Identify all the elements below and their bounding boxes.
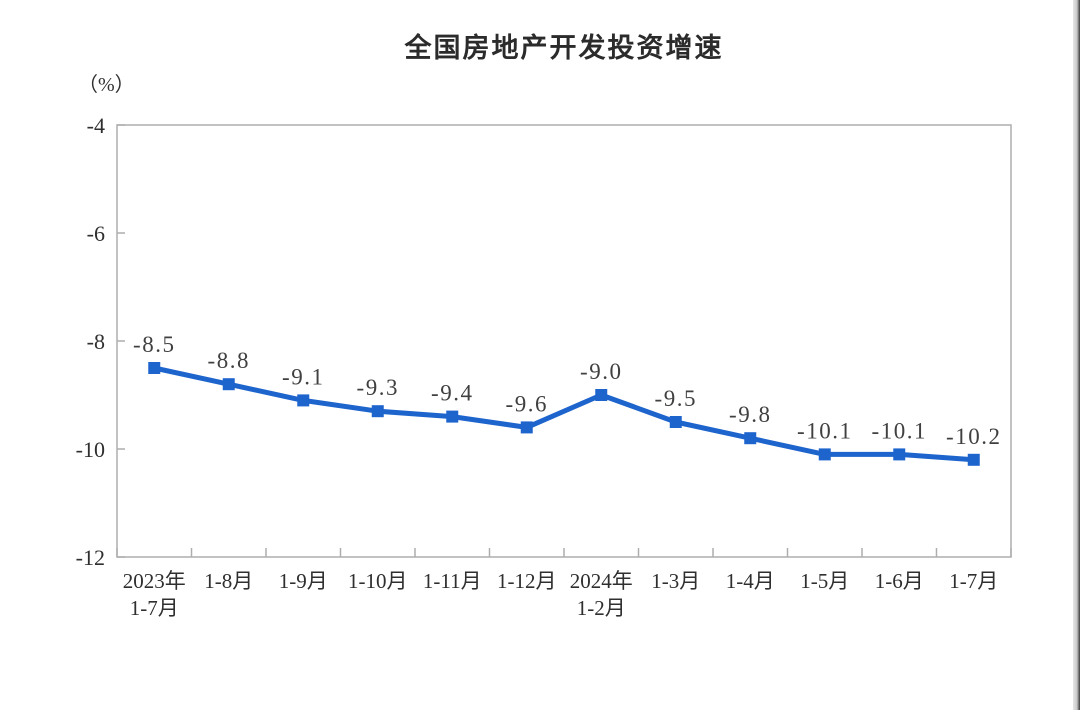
data-point-label: -9.3 [357, 375, 399, 400]
x-tick-label: 1-6月 [875, 569, 924, 593]
data-point-label: -9.8 [729, 402, 771, 427]
data-point-label: -9.6 [506, 391, 548, 416]
x-tick-label: 1-7月 [130, 596, 179, 620]
page-edge-strip [1073, 0, 1080, 710]
data-point-marker [744, 432, 757, 445]
x-tick-label: 1-10月 [348, 569, 408, 593]
y-axis-unit-label: （%） [78, 74, 135, 96]
x-tick-label: 1-3月 [651, 569, 700, 593]
data-point-label: -10.2 [946, 424, 1001, 449]
data-point-label: -10.1 [872, 418, 927, 443]
data-point-label: -8.5 [133, 332, 175, 357]
data-point-label: -8.8 [208, 348, 250, 373]
trend-line [151, 365, 977, 463]
data-point-label: -9.1 [282, 364, 324, 389]
y-tick-label: -12 [76, 545, 105, 570]
data-point-marker [967, 453, 980, 466]
y-tick-label: -6 [87, 221, 105, 246]
x-tick-label: 1-9月 [279, 569, 328, 593]
data-point-marker [222, 378, 235, 391]
x-tick-label: 2023年 [123, 569, 186, 593]
data-point-marker [669, 416, 682, 428]
data-point-label: -9.0 [580, 359, 622, 384]
x-tick-label: 1-5月 [800, 569, 849, 593]
x-tick-label: 1-11月 [423, 569, 482, 593]
x-tick-label: 1-12月 [497, 569, 557, 593]
data-point-marker [893, 448, 906, 461]
data-point-marker [595, 389, 608, 401]
x-tick-label: 1-7月 [949, 569, 998, 593]
data-point-label: -9.4 [431, 381, 473, 406]
data-point-marker [818, 448, 831, 461]
plot-border [116, 124, 1012, 558]
y-tick-label: -8 [87, 329, 105, 354]
y-tick-label: -10 [76, 437, 105, 462]
x-tick-label: 2024年 [570, 569, 633, 593]
x-tick-label: 1-8月 [204, 569, 253, 593]
data-point-marker [148, 362, 161, 374]
x-tick-label: 1-2月 [577, 596, 626, 620]
data-point-label: -10.1 [797, 418, 852, 443]
data-point-marker [520, 421, 533, 434]
data-point-marker [297, 394, 310, 407]
chart-title: 全国房地产开发投资增速 [404, 33, 724, 63]
x-tick-label: 1-4月 [726, 569, 775, 593]
data-point-label: -9.5 [655, 386, 697, 411]
data-point-marker [371, 405, 384, 418]
data-point-marker [446, 410, 459, 423]
y-tick-label: -4 [87, 113, 105, 138]
